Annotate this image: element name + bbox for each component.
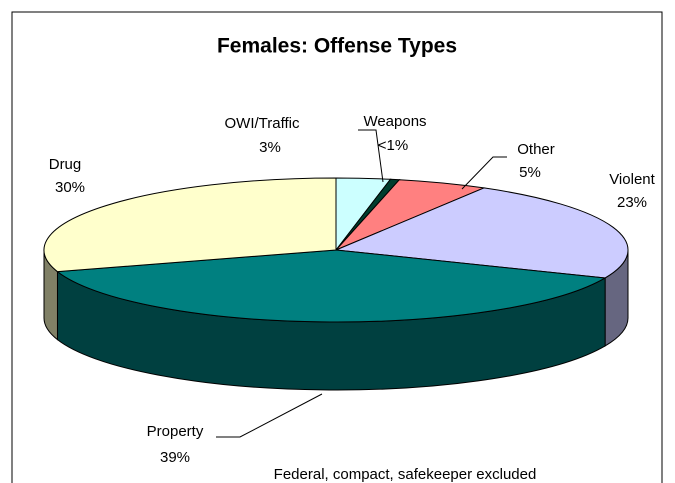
slice-label: Other [517, 141, 555, 158]
leader-line [216, 393, 323, 438]
slice-value-label: 3% [259, 139, 281, 156]
slice-label: Violent [609, 171, 655, 188]
leader-line [461, 156, 507, 190]
slice-label: OWI/Traffic [225, 115, 301, 132]
pie [43, 177, 629, 391]
note: Federal, compact, safekeeper excluded [274, 466, 537, 483]
slice-value-label: <1% [378, 137, 408, 154]
slice-value-label: 39% [160, 449, 190, 466]
leader-line [358, 129, 384, 183]
chart-title: Females: Offense Types [217, 35, 457, 58]
slice-value-label: 5% [519, 164, 541, 181]
pie-slice [335, 187, 629, 279]
slice-label: Property [147, 423, 204, 440]
pie-slice [56, 249, 607, 323]
slice-value-label: 23% [617, 194, 647, 211]
slice-value-label: 30% [55, 179, 85, 196]
slice-label: Drug [49, 156, 82, 173]
slice-label: Weapons [363, 113, 426, 130]
pie-slice [43, 177, 337, 273]
